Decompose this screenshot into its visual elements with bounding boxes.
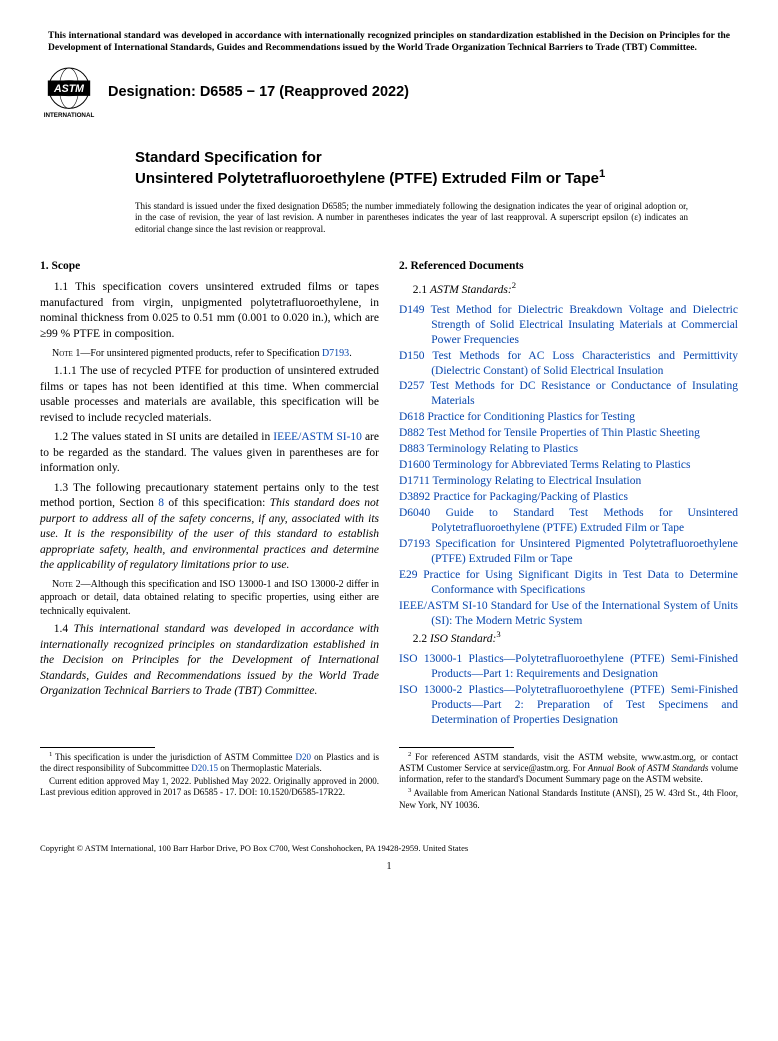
ref-code-link[interactable]: E29 — [399, 569, 423, 581]
note-2: Note 2—Although this specification and I… — [40, 578, 379, 619]
footnote-1: 1 This specification is under the jurisd… — [40, 751, 379, 775]
ref-desc-link[interactable]: Practice for Using Significant Digits in… — [423, 569, 738, 596]
ref-desc-link[interactable]: Terminology for Abbreviated Terms Relati… — [433, 459, 691, 471]
ref-item: D6040 Guide to Standard Test Methods for… — [399, 506, 738, 536]
para-1-4: 1.4 This international standard was deve… — [40, 622, 379, 700]
ref-code-link[interactable]: D883 — [399, 443, 427, 455]
astm-logo: ASTM INTERNATIONAL — [40, 67, 98, 119]
title-block: Standard Specification for Unsintered Po… — [135, 149, 738, 190]
ref-code-link[interactable]: D257 — [399, 380, 430, 392]
footnote-col-left: 1 This specification is under the jurisd… — [40, 747, 379, 813]
ref-code-link[interactable]: D1600 — [399, 459, 433, 471]
ref-item: E29 Practice for Using Significant Digit… — [399, 568, 738, 598]
ref-desc-link[interactable]: Test Method for Dielectric Breakdown Vol… — [431, 304, 738, 346]
ref-item: ISO 13000-1 Plastics—Polytetrafluoroethy… — [399, 652, 738, 682]
ref-item: D1711 Terminology Relating to Electrical… — [399, 474, 738, 489]
sub-2-1: 2.1 ASTM Standards:2 — [399, 280, 738, 298]
ref-desc-link[interactable]: Terminology Relating to Electrical Insul… — [433, 475, 642, 487]
ref-item: D7193 Specification for Unsintered Pigme… — [399, 537, 738, 567]
ref-code-link[interactable]: D618 — [399, 411, 427, 423]
ref-desc-link[interactable]: Test Methods for AC Loss Characteristics… — [431, 350, 738, 377]
para-1-1-1: 1.1.1 The use of recycled PTFE for produ… — [40, 364, 379, 426]
ref-item: D882 Test Method for Tensile Properties … — [399, 426, 738, 441]
footnotes-row: 1 This specification is under the jurisd… — [40, 747, 738, 813]
svg-text:INTERNATIONAL: INTERNATIONAL — [44, 112, 95, 119]
ref-code-link[interactable]: IEEE/ASTM SI-10 — [399, 600, 491, 612]
ref-desc-link[interactable]: Plastics—Polytetrafluoroethylene (PTFE) … — [431, 653, 738, 680]
ref-desc-link[interactable]: Terminology Relating to Plastics — [427, 443, 578, 455]
ref-code-link[interactable]: D882 — [399, 427, 427, 439]
ref-code-link[interactable]: ISO 13000-1 — [399, 653, 469, 665]
ref-desc-link[interactable]: Practice for Packaging/Packing of Plasti… — [433, 491, 628, 503]
footnote-col-right: 2 For referenced ASTM standards, visit t… — [399, 747, 738, 813]
right-column: 2. Referenced Documents 2.1 ASTM Standar… — [399, 255, 738, 729]
references-heading: 2. Referenced Documents — [399, 259, 738, 275]
ref-code-link[interactable]: D6040 — [399, 507, 446, 519]
page-number: 1 — [40, 860, 738, 874]
ref-item: D3892 Practice for Packaging/Packing of … — [399, 490, 738, 505]
ref-desc-link[interactable]: Practice for Conditioning Plastics for T… — [427, 411, 635, 423]
ref-item: D883 Terminology Relating to Plastics — [399, 442, 738, 457]
header-row: ASTM INTERNATIONAL Designation: D6585 − … — [40, 67, 738, 119]
footnote-2: 2 For referenced ASTM standards, visit t… — [399, 751, 738, 786]
ref-item: D150 Test Methods for AC Loss Characteri… — [399, 349, 738, 379]
ref-code-link[interactable]: ISO 13000-2 — [399, 684, 469, 696]
sub-2-2: 2.2 ISO Standard:3 — [399, 629, 738, 647]
ref-item: D257 Test Methods for DC Resistance or C… — [399, 379, 738, 409]
ref-item: ISO 13000-2 Plastics—Polytetrafluoroethy… — [399, 683, 738, 728]
ref-item: D1600 Terminology for Abbreviated Terms … — [399, 458, 738, 473]
left-column: 1. Scope 1.1 This specification covers u… — [40, 255, 379, 729]
link-ieee-si10[interactable]: IEEE/ASTM SI-10 — [273, 431, 362, 443]
issuance-note: This standard is issued under the fixed … — [135, 201, 688, 235]
ref-item: D149 Test Method for Dielectric Breakdow… — [399, 303, 738, 348]
title-main: Unsintered Polytetrafluoroethylene (PTFE… — [135, 167, 738, 189]
astm-refs-list: D149 Test Method for Dielectric Breakdow… — [399, 303, 738, 629]
link-d20[interactable]: D20 — [296, 752, 312, 762]
footnote-3: 3 Available from American National Stand… — [399, 787, 738, 811]
ref-code-link[interactable]: D149 — [399, 304, 431, 316]
ref-desc-link[interactable]: Specification for Unsintered Pigmented P… — [431, 538, 738, 565]
title-kicker: Standard Specification for — [135, 149, 738, 168]
footnote-1b: Current edition approved May 1, 2022. Pu… — [40, 776, 379, 799]
para-1-1: 1.1 This specification covers unsintered… — [40, 280, 379, 342]
ref-desc-link[interactable]: Guide to Standard Test Methods for Unsin… — [431, 507, 738, 534]
para-1-3: 1.3 The following precautionary statemen… — [40, 481, 379, 574]
ref-item: IEEE/ASTM SI-10 Standard for Use of the … — [399, 599, 738, 629]
designation-label: Designation: D6585 − 17 (Reapproved 2022… — [108, 83, 409, 103]
note-1: Note 1—For unsintered pigmented products… — [40, 347, 379, 361]
ref-code-link[interactable]: D3892 — [399, 491, 433, 503]
scope-heading: 1. Scope — [40, 259, 379, 275]
link-d7193[interactable]: D7193 — [322, 348, 349, 359]
ref-code-link[interactable]: D1711 — [399, 475, 433, 487]
ref-desc-link[interactable]: Test Method for Tensile Properties of Th… — [427, 427, 700, 439]
link-d20-15[interactable]: D20.15 — [191, 763, 218, 773]
ref-code-link[interactable]: D150 — [399, 350, 432, 362]
para-1-2: 1.2 The values stated in SI units are de… — [40, 430, 379, 477]
ref-item: D618 Practice for Conditioning Plastics … — [399, 410, 738, 425]
copyright-line: Copyright © ASTM International, 100 Barr… — [40, 843, 738, 854]
ref-desc-link[interactable]: Test Methods for DC Resistance or Conduc… — [430, 380, 738, 407]
body-columns: 1. Scope 1.1 This specification covers u… — [40, 255, 738, 729]
ref-code-link[interactable]: D7193 — [399, 538, 435, 550]
ref-desc-link[interactable]: Plastics—Polytetrafluoroethylene (PTFE) … — [431, 684, 738, 726]
iso-refs-list: ISO 13000-1 Plastics—Polytetrafluoroethy… — [399, 652, 738, 728]
committee-notice: This international standard was develope… — [40, 30, 738, 55]
svg-text:ASTM: ASTM — [53, 83, 84, 95]
